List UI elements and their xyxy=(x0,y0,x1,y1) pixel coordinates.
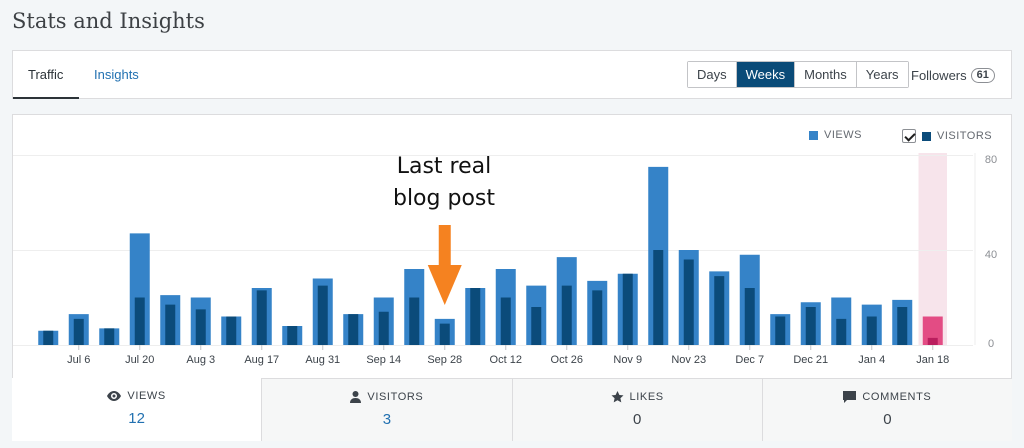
visitors-bar xyxy=(256,290,267,345)
stat-views-label: VIEWS xyxy=(127,390,166,402)
annotation-text: Last real blog post xyxy=(376,151,512,215)
y-tick-label: 80 xyxy=(985,154,997,166)
visitors-bar xyxy=(317,285,328,345)
legend-visitors[interactable]: VISITORS xyxy=(902,129,992,143)
x-tick-label: Jul 6 xyxy=(67,354,90,366)
legend-views-swatch xyxy=(809,130,818,140)
comment-icon xyxy=(843,391,857,403)
stat-comments-value: 0 xyxy=(883,411,892,428)
stat-likes-value: 0 xyxy=(632,411,642,428)
tab-insights[interactable]: Insights xyxy=(94,67,139,82)
star-icon xyxy=(611,391,624,403)
x-tick-label: Jan 4 xyxy=(858,354,885,366)
visitors-bar xyxy=(897,307,908,345)
period-selector: Days Weeks Months Years xyxy=(687,61,909,88)
visitors-bar xyxy=(836,318,847,345)
summary-stats-row: VIEWS 12 VISITORS 3 LIKES 0 COMMENTS 0 xyxy=(12,378,1012,441)
visitors-bar xyxy=(775,316,786,345)
visitors-bar xyxy=(561,285,572,345)
visitors-bar xyxy=(348,314,359,345)
stat-tab-likes[interactable]: LIKES 0 xyxy=(512,378,763,441)
visitors-bar xyxy=(134,297,145,345)
visitors-bar xyxy=(500,297,511,345)
visitors-bar xyxy=(622,273,633,345)
visitors-bar xyxy=(866,316,877,345)
page-title: Stats and Insights xyxy=(12,9,205,33)
x-tick-label: Sep 14 xyxy=(366,354,401,366)
annotation-arrow-head xyxy=(427,265,462,305)
x-tick-label: Nov 23 xyxy=(671,354,706,366)
visitors-bar xyxy=(805,307,816,345)
y-tick-label: 40 xyxy=(985,249,997,261)
y-tick-label: 0 xyxy=(988,338,994,350)
x-tick-label: Oct 12 xyxy=(490,354,522,366)
visitors-bar xyxy=(195,309,206,345)
stat-visitors-value: 3 xyxy=(382,411,392,428)
stat-tab-visitors[interactable]: VISITORS 3 xyxy=(262,378,513,441)
stat-visitors-label: VISITORS xyxy=(367,391,424,403)
tab-traffic[interactable]: Traffic xyxy=(13,51,79,99)
x-tick-label: Aug 31 xyxy=(305,354,340,366)
bar-chart: 0 40 80 Jul 6 Jul 20 Aug 3 Aug 17 Aug 31 Sep 14 S… xyxy=(13,153,997,366)
stats-nav-bar: Traffic Insights Days Weeks Months Years… xyxy=(12,50,1012,99)
annotation-arrow-shaft xyxy=(438,225,451,265)
x-tick-label: Dec 7 xyxy=(735,354,764,366)
x-tick-label: Aug 17 xyxy=(244,354,279,366)
visitors-bar xyxy=(439,323,450,345)
current-period-highlight xyxy=(918,153,947,345)
stat-tab-comments[interactable]: COMMENTS 0 xyxy=(762,378,1012,441)
eye-icon xyxy=(107,391,122,401)
followers-count-badge: 61 xyxy=(970,68,995,83)
visitors-bar xyxy=(287,326,298,345)
legend-views: VIEWS xyxy=(809,129,862,141)
visitors-bar xyxy=(104,328,115,345)
legend-visitors-label: VISITORS xyxy=(937,130,993,142)
followers-link[interactable]: Followers 61 xyxy=(911,68,995,83)
stat-tab-views[interactable]: VIEWS 12 xyxy=(12,378,263,441)
visitors-bar xyxy=(470,288,481,345)
visitors-bar xyxy=(927,337,938,345)
period-years-button[interactable]: Years xyxy=(856,62,908,87)
visitors-bar xyxy=(226,316,237,345)
visitors-bar xyxy=(165,304,176,345)
annotation-line-1: Last real xyxy=(396,154,492,179)
visitors-bar xyxy=(714,276,725,345)
visitors-bar xyxy=(592,290,603,345)
x-tick-label: Sep 28 xyxy=(427,354,462,366)
period-months-button[interactable]: Months xyxy=(795,62,857,87)
person-icon xyxy=(350,391,362,403)
visitors-bar xyxy=(683,259,694,345)
x-tick-label: Nov 9 xyxy=(613,354,642,366)
period-days-button[interactable]: Days xyxy=(688,62,737,87)
annotation-line-2: blog post xyxy=(392,186,495,211)
legend-visitors-swatch xyxy=(922,131,931,141)
x-tick-label: Dec 21 xyxy=(793,354,828,366)
visitors-bar xyxy=(653,250,664,345)
x-tick-label: Jul 20 xyxy=(125,354,154,366)
visitors-bar xyxy=(378,311,389,345)
followers-label: Followers xyxy=(911,68,967,83)
stat-views-value: 12 xyxy=(128,410,145,427)
x-tick-label: Aug 3 xyxy=(186,354,215,366)
visitors-bar xyxy=(531,307,542,345)
stat-likes-label: LIKES xyxy=(629,391,664,403)
legend-views-label: VIEWS xyxy=(824,129,862,141)
x-tick-label: Oct 26 xyxy=(551,354,583,366)
visitors-checkbox[interactable] xyxy=(902,129,916,143)
visitors-bar xyxy=(744,288,755,345)
visitors-bar xyxy=(409,297,420,345)
x-tick-label: Jan 18 xyxy=(916,354,949,366)
visitors-bar xyxy=(43,330,54,345)
stat-comments-label: COMMENTS xyxy=(862,391,932,403)
visitors-bar xyxy=(73,318,84,345)
period-weeks-button[interactable]: Weeks xyxy=(736,62,796,87)
